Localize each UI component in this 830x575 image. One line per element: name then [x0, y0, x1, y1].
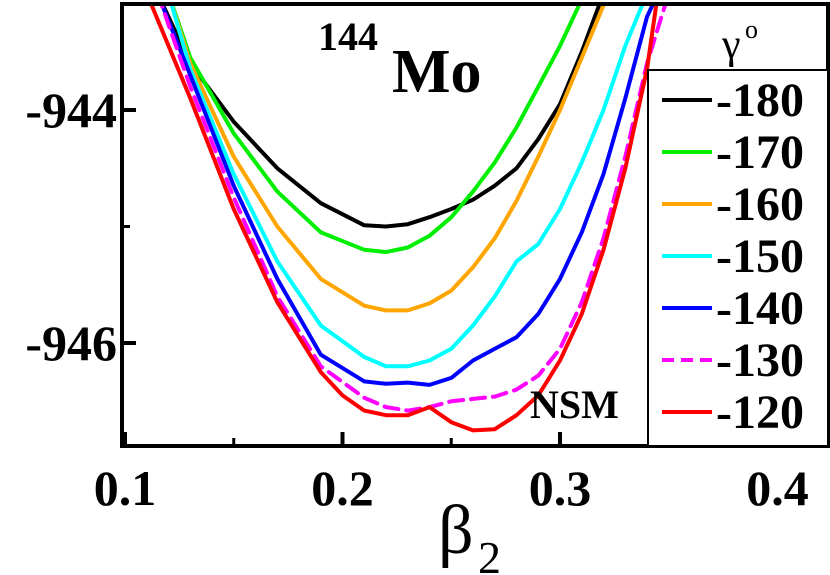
x-axis-label: β	[438, 492, 474, 569]
annotation-nsm: NSM	[530, 382, 619, 427]
legend-label-gamma-180: -180	[716, 74, 804, 127]
series-line-gamma-130	[159, 4, 668, 413]
series-line-gamma-160	[169, 4, 610, 313]
axis-layer: 0.1 0.2 0.3 0.4 -944 -946	[25, 82, 808, 516]
series-layer	[148, 4, 668, 433]
series-line-gamma-120	[148, 4, 659, 433]
x-tick-label: 0.3	[529, 460, 592, 516]
series-line-gamma-180	[160, 4, 602, 229]
x-tick-label: 0.2	[311, 460, 374, 516]
legend-title-superscript: o	[745, 15, 758, 44]
series-line-gamma-150	[169, 4, 645, 369]
y-tick-label: -946	[25, 315, 117, 371]
legend-label-gamma-160: -160	[716, 178, 804, 231]
series-line-gamma-140	[159, 4, 656, 387]
legend-label-gamma-150: -150	[716, 230, 804, 283]
y-tick-label: -944	[25, 82, 117, 138]
legend-title: γ	[721, 22, 741, 68]
legend: γ o -180-170-160-150-140-130-120	[647, 15, 829, 447]
legend-items: -180-170-160-150-140-130-120	[662, 74, 804, 439]
x-tick-label: 0.4	[746, 460, 809, 516]
legend-label-gamma-170: -170	[716, 126, 804, 179]
chart-title: Mo	[392, 38, 482, 106]
title-mass-number: 144	[318, 14, 378, 59]
legend-label-gamma-130: -130	[716, 334, 804, 387]
x-tick-label: 0.1	[94, 460, 157, 516]
x-axis-label-subscript: 2	[478, 532, 501, 575]
series-line-gamma-170	[169, 4, 582, 255]
legend-label-gamma-140: -140	[716, 282, 804, 335]
legend-label-gamma-120: -120	[716, 386, 804, 439]
